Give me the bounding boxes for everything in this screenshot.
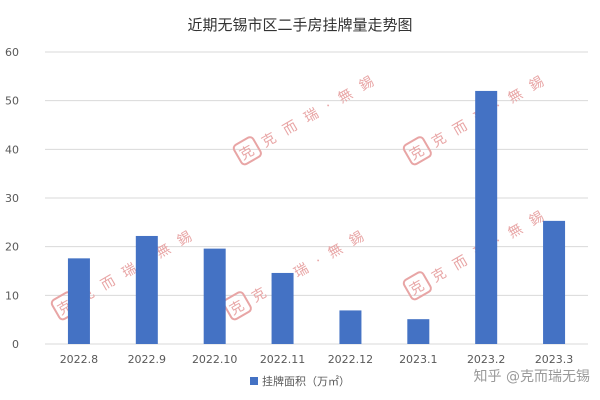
bar-2023.2 <box>475 90 498 344</box>
legend-swatch <box>250 377 258 385</box>
x-tick-label: 2022.10 <box>192 353 238 366</box>
bar-2022.8 <box>67 258 90 344</box>
watermark-text: 克 而 瑞 · 無 錫 <box>259 72 379 151</box>
y-tick-label: 20 <box>5 241 19 254</box>
watermark-logo <box>402 136 432 166</box>
x-tick-label: 2023.2 <box>467 353 506 366</box>
x-tick-label: 2022.12 <box>328 353 374 366</box>
x-tick-label: 2022.9 <box>128 353 167 366</box>
bar-2022.11 <box>271 272 294 344</box>
y-tick-label: 60 <box>5 46 19 59</box>
y-tick-label: 40 <box>5 143 19 156</box>
y-axis-ticks: 0 10 20 30 40 50 60 <box>5 46 19 351</box>
watermark: 克克 而 瑞 · 無 錫 <box>232 72 379 166</box>
legend-label: 挂牌面积（万㎡） <box>262 374 350 388</box>
gridlines <box>45 51 588 345</box>
bar-2022.9 <box>135 235 158 344</box>
y-tick-label: 0 <box>12 338 19 351</box>
y-tick-label: 10 <box>5 289 19 302</box>
watermark: 克克 而 瑞 · 無 錫 <box>222 227 369 321</box>
x-tick-label: 2023.1 <box>399 353 438 366</box>
x-axis-ticks: 2022.8 2022.9 2022.10 2022.11 2022.12 2023.1 2… <box>60 353 574 366</box>
y-tick-label: 50 <box>5 95 19 108</box>
y-tick-label: 30 <box>5 192 19 205</box>
watermark-text: 克 而 瑞 · 無 錫 <box>249 227 369 306</box>
bar-2023.1 <box>407 319 430 344</box>
x-tick-label: 2022.11 <box>260 353 306 366</box>
bar-2023.3 <box>543 220 566 344</box>
legend: 挂牌面积（万㎡） <box>250 374 350 388</box>
bar-2022.12 <box>339 310 362 344</box>
watermark-logo-glyph: 克 <box>407 276 430 298</box>
watermark-logo-glyph: 克 <box>237 141 260 163</box>
watermark-logo <box>402 271 432 301</box>
watermark-logo-glyph: 克 <box>227 296 250 318</box>
x-tick-label: 2022.8 <box>60 353 99 366</box>
bar-2022.10 <box>203 248 226 344</box>
chart-title: 近期无锡市区二手房挂牌量走势图 <box>187 16 412 34</box>
watermark-logo <box>232 136 262 166</box>
bars <box>67 90 566 344</box>
watermark-logo-glyph: 克 <box>407 141 430 163</box>
watermark-group: 克克 而 瑞 · 無 錫克克 而 瑞 · 無 錫克克 而 瑞 · 無 錫克克 而… <box>50 72 549 321</box>
credit-text: 知乎 @克而瑞无锡 <box>473 369 590 385</box>
watermark-logo <box>222 291 252 321</box>
x-tick-label: 2023.3 <box>535 353 574 366</box>
